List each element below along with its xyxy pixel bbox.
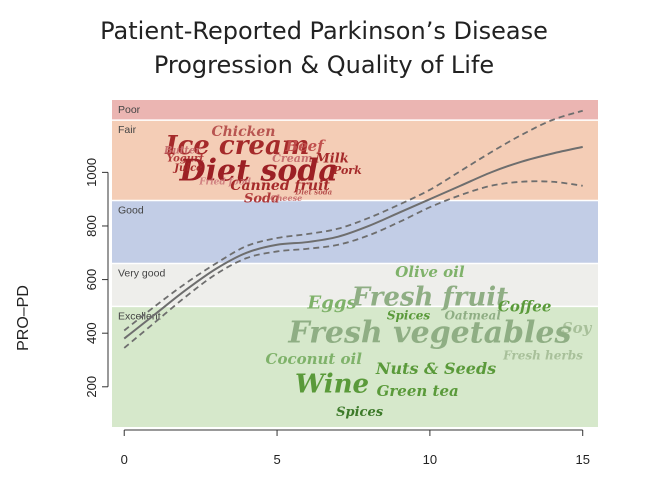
word-15: Olive oil bbox=[395, 263, 465, 281]
band-fair bbox=[112, 120, 598, 201]
quality-bands bbox=[112, 100, 598, 427]
fitted-line bbox=[123, 145, 583, 340]
trend-lines bbox=[123, 109, 583, 349]
band-label: Excellent bbox=[118, 310, 161, 322]
word-14: Cheese bbox=[270, 193, 302, 203]
y-axis-label: PRO–PD bbox=[15, 285, 32, 351]
word-8: Juice bbox=[172, 163, 202, 174]
word-22: Fresh vegetables bbox=[287, 316, 571, 351]
band-label: Good bbox=[118, 205, 144, 217]
word-10: Fried food bbox=[198, 177, 251, 187]
x-tick-label: 10 bbox=[423, 452, 437, 467]
word-7: Diet soda bbox=[179, 153, 338, 188]
y-tick-label: 600 bbox=[84, 269, 99, 291]
word-1: Ice cream bbox=[164, 131, 309, 161]
word-25: Nuts & Seeds bbox=[375, 359, 496, 378]
chart-title-line-2: Progression & Quality of Life bbox=[153, 51, 495, 79]
y-tick-label: 400 bbox=[84, 322, 99, 344]
word-13: Soda bbox=[244, 192, 280, 207]
word-16: Eggs bbox=[307, 293, 357, 314]
word-24: Coconut oil bbox=[266, 350, 363, 368]
confidence-band-line-2 bbox=[123, 180, 583, 349]
word-21: Soy bbox=[562, 319, 593, 337]
word-3: Butter bbox=[163, 145, 201, 156]
word-26: Wine bbox=[295, 369, 369, 399]
word-27: Green tea bbox=[377, 382, 459, 400]
word-0: Chicken bbox=[211, 124, 275, 140]
y-tick-label: 200 bbox=[84, 376, 99, 398]
word-6: Milk bbox=[314, 151, 348, 166]
word-28: Spices bbox=[336, 405, 384, 420]
band-label: Poor bbox=[118, 104, 141, 116]
band-poor bbox=[112, 100, 598, 121]
word-9: Pork bbox=[332, 164, 362, 177]
word-17: Fresh fruit bbox=[351, 282, 509, 312]
x-tick-label: 5 bbox=[273, 452, 280, 467]
chart-title: Patient-Reported Parkinson’s Disease Pro… bbox=[0, 14, 648, 82]
word-4: Yogurt bbox=[167, 153, 204, 164]
chart-title-line-1: Patient-Reported Parkinson’s Disease bbox=[100, 17, 548, 45]
quality-band-labels: Excellent Very good Good Fair Poor bbox=[118, 104, 165, 322]
axes: 200 400 600 800 1000 0 5 10 15 bbox=[84, 158, 590, 467]
x-tick-label: 0 bbox=[121, 452, 128, 467]
x-tick-label: 15 bbox=[575, 452, 589, 467]
band-label: Very good bbox=[118, 268, 165, 280]
word-18: Coffee bbox=[498, 298, 551, 316]
word-2: Beef bbox=[284, 137, 326, 155]
y-tick-label: 800 bbox=[84, 215, 99, 237]
band-label: Fair bbox=[118, 124, 137, 136]
word-5: Cream bbox=[272, 152, 312, 165]
word-23: Fresh herbs bbox=[502, 348, 583, 362]
word-19: Spices bbox=[387, 308, 431, 322]
word-20: Oatmeal bbox=[444, 308, 501, 322]
y-tick-label: 1000 bbox=[84, 158, 99, 187]
word-12: Diet soda bbox=[294, 187, 332, 196]
band-excellent bbox=[112, 306, 598, 427]
confidence-band-line-1 bbox=[123, 109, 583, 332]
word-11: Canned fruit bbox=[230, 178, 330, 194]
